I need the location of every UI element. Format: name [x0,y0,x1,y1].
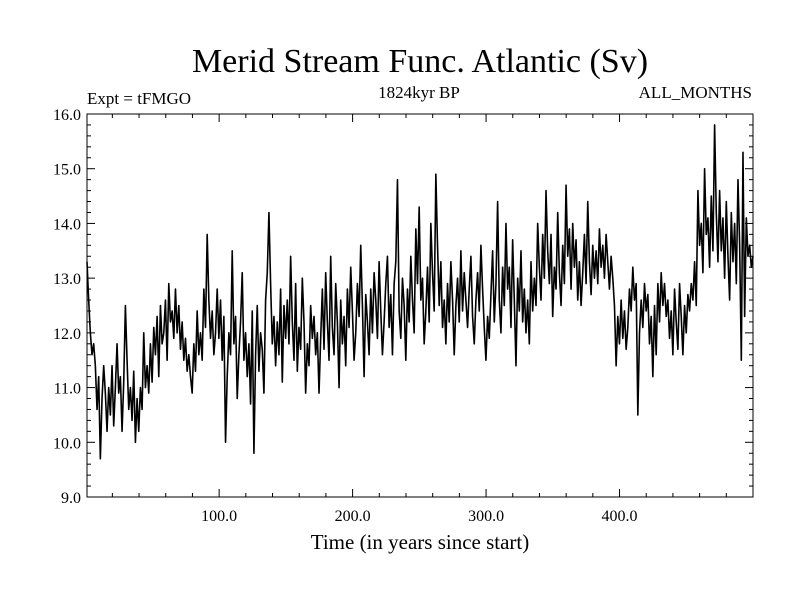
x-tick-label: 300.0 [468,508,504,525]
y-tick-label: 16.0 [53,107,81,124]
y-tick-label: 11.0 [54,381,81,398]
series-line [86,124,754,460]
y-tick-label: 13.0 [53,271,81,288]
x-axis-label: Time (in years since start) [311,530,530,554]
x-tick-label: 200.0 [335,508,371,525]
y-tick-label: 12.0 [53,326,81,343]
y-tick-label: 14.0 [53,216,81,233]
x-tick-label: 400.0 [602,508,638,525]
y-tick-label: 9.0 [61,490,81,507]
months-label: ALL_MONTHS [639,83,752,102]
y-tick-label: 10.0 [53,435,81,452]
y-tick-label: 15.0 [53,162,81,179]
x-tick-label: 100.0 [201,508,237,525]
chart-title: Merid Stream Func. Atlantic (Sv) [192,43,648,80]
axis-ticks [87,113,753,498]
plot-frame [86,113,754,498]
axis-tick-labels: 9.0 10.0 11.0 12.0 13.0 14.0 15.0 16.0 100.0 200.… [53,107,638,525]
period-label: 1824kyr BP [378,83,460,102]
experiment-label: Expt = tFMGO [87,89,191,108]
